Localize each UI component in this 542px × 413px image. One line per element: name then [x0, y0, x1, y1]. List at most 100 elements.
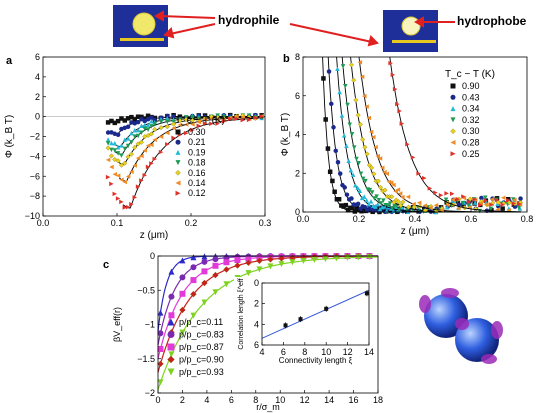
data-point — [428, 205, 433, 211]
fit-line — [358, 56, 521, 213]
data-point — [234, 256, 241, 263]
data-point — [367, 187, 373, 193]
data-point — [122, 205, 128, 210]
y-tick-label: −0.5 — [137, 285, 155, 295]
legend-marker — [450, 117, 456, 123]
data-point — [421, 175, 427, 181]
data-point — [366, 201, 372, 207]
data-point — [145, 164, 151, 170]
data-point — [190, 277, 197, 284]
data-point — [105, 120, 111, 125]
data-point — [119, 177, 124, 183]
data-point — [142, 148, 147, 153]
data-point — [105, 141, 111, 146]
data-point — [132, 163, 138, 168]
hydrophile-label: hydrophile — [218, 13, 280, 27]
legend-marker — [450, 151, 456, 157]
data-point — [382, 187, 388, 193]
data-point — [352, 209, 358, 214]
data-point — [392, 86, 398, 92]
data-point — [322, 255, 329, 262]
data-point — [109, 164, 114, 170]
data-point — [245, 259, 252, 267]
y-tick-label: −2 — [30, 132, 40, 142]
x-tick-label: 14 — [364, 347, 374, 357]
fit-line — [118, 116, 265, 182]
data-point — [325, 146, 331, 151]
data-point — [109, 140, 114, 146]
legend-label: 0.12 — [188, 188, 206, 198]
arrow-hydrophile-3-head — [367, 35, 379, 47]
data-point — [157, 379, 164, 386]
data-point — [125, 154, 131, 160]
data-point — [149, 119, 154, 124]
inset-data-point — [364, 291, 369, 296]
data-point — [259, 114, 264, 119]
data-point — [234, 116, 239, 122]
data-point — [354, 156, 359, 162]
data-point — [253, 115, 258, 120]
data-point — [330, 178, 335, 184]
data-point — [353, 97, 359, 103]
arrow-hydrophobe-head — [413, 16, 424, 28]
legend-marker — [167, 331, 175, 338]
data-point — [209, 121, 214, 127]
data-point — [215, 121, 220, 126]
panel-label-b: b — [283, 53, 290, 65]
data-point — [379, 165, 385, 170]
data-point — [489, 197, 495, 202]
x-tick-label: 0.3 — [259, 218, 272, 228]
data-point — [359, 208, 364, 214]
data-point — [115, 132, 121, 137]
legend-label: 0.19 — [188, 147, 206, 157]
data-point — [369, 165, 375, 171]
x-tick-label: 10 — [321, 347, 331, 357]
inset-fit-line — [261, 289, 370, 339]
legend-label: 0.34 — [462, 104, 480, 114]
x-tick-label: 8 — [253, 395, 258, 405]
x-tick-label: 4 — [259, 347, 264, 357]
data-point — [129, 130, 134, 136]
data-point — [289, 259, 296, 266]
data-point — [364, 151, 370, 157]
data-point — [321, 76, 326, 81]
data-point — [112, 148, 118, 153]
chart-b: 0.0 0.2 0.4 0.6 0.8 8 6 4 2 0 z (μm) Φ (k_B T) T_c −… — [280, 52, 533, 237]
data-point — [450, 197, 456, 202]
data-point — [129, 114, 134, 120]
data-point — [444, 204, 450, 210]
data-point — [179, 274, 186, 281]
data-point — [190, 312, 197, 319]
x-axis-label: r/σ_m — [256, 402, 280, 412]
data-point — [135, 114, 141, 119]
data-point — [472, 200, 478, 205]
data-point — [165, 141, 170, 147]
data-point — [495, 207, 500, 212]
data-point — [366, 115, 372, 121]
data-point — [105, 157, 111, 163]
data-point — [489, 202, 494, 207]
data-point — [227, 116, 233, 122]
x-tick-label: 0.6 — [465, 214, 478, 224]
y-axis-label: Φ (k_B T) — [280, 113, 291, 156]
data-point — [500, 206, 505, 211]
data-point — [377, 156, 383, 161]
data-point — [115, 118, 121, 124]
data-point — [122, 118, 128, 123]
hydrophobe-particle — [401, 16, 421, 36]
data-point — [391, 182, 396, 188]
data-point — [384, 171, 389, 177]
data-point — [145, 127, 151, 132]
data-point — [256, 266, 263, 273]
data-point — [125, 204, 131, 210]
inset-data-point — [324, 306, 329, 311]
data-point — [337, 89, 342, 95]
data-point — [212, 289, 219, 296]
data-point — [119, 153, 124, 158]
data-point — [256, 257, 263, 265]
legend-label: p/p_c=0.83 — [179, 330, 224, 340]
y-axis-label: Φ (k_B T) — [4, 115, 15, 158]
data-point — [109, 147, 114, 153]
data-point — [378, 201, 384, 206]
